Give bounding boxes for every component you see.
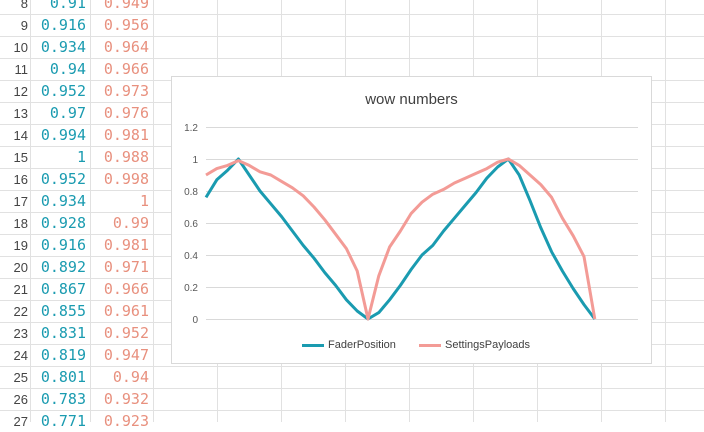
y-tick-label: 0.8 (184, 187, 198, 198)
row-header[interactable]: 9 (20, 17, 28, 33)
cell-fader[interactable]: 0.855 (40, 302, 86, 320)
cell-settings[interactable]: 0.971 (103, 258, 149, 276)
cell-fader[interactable]: 0.783 (40, 390, 86, 408)
row-header[interactable]: 11 (14, 61, 29, 77)
cell-fader[interactable]: 0.831 (40, 324, 86, 342)
legend-label-fader: FaderPosition (328, 339, 396, 351)
row-header[interactable]: 15 (13, 149, 28, 165)
row-header[interactable]: 20 (13, 259, 28, 275)
legend-label-settings: SettingsPayloads (445, 339, 530, 351)
y-tick-label: 0.4 (184, 251, 198, 262)
cell-fader[interactable]: 0.97 (49, 104, 86, 122)
cell-settings[interactable]: 0.988 (103, 148, 149, 166)
cell-settings[interactable]: 0.961 (103, 302, 149, 320)
row-header[interactable]: 14 (13, 127, 28, 143)
cell-fader[interactable]: 0.91 (49, 0, 86, 12)
row-header[interactable]: 26 (13, 391, 28, 407)
row-header[interactable]: 25 (13, 369, 28, 385)
row-header[interactable]: 19 (13, 237, 28, 253)
cell-settings[interactable]: 0.966 (103, 280, 149, 298)
chart-title: wow numbers (365, 91, 458, 108)
y-tick-label: 1 (192, 155, 198, 166)
row-header[interactable]: 22 (13, 303, 28, 319)
cell-settings[interactable]: 0.99 (112, 214, 149, 232)
cell-settings[interactable]: 0.964 (103, 38, 149, 56)
cell-fader[interactable]: 0.994 (40, 126, 86, 144)
cell-fader[interactable]: 0.867 (40, 280, 86, 298)
legend-swatch-settings (419, 343, 441, 347)
cell-fader[interactable]: 0.94 (49, 60, 86, 78)
cell-fader[interactable]: 0.801 (40, 368, 86, 386)
cell-fader[interactable]: 1 (76, 148, 86, 166)
cell-settings[interactable]: 0.94 (112, 368, 149, 386)
y-tick-label: 0 (192, 315, 198, 326)
chart[interactable]: wow numbers 0 0.2 0.4 0.6 0.8 1 1.2 FaderPosit… (171, 76, 652, 364)
y-tick-label: 0.6 (184, 219, 198, 230)
cell-settings[interactable]: 0.973 (103, 82, 149, 100)
cell-settings[interactable]: 0.952 (103, 324, 149, 342)
legend-swatch-fader (302, 343, 324, 347)
cell-settings[interactable]: 1 (139, 192, 149, 210)
cell-settings[interactable]: 0.981 (103, 126, 149, 144)
cell-settings[interactable]: 0.981 (103, 236, 149, 254)
cell-fader[interactable]: 0.916 (40, 16, 86, 34)
row-header[interactable]: 10 (13, 39, 28, 55)
row-header[interactable]: 27 (13, 413, 28, 429)
row-header[interactable]: 8 (20, 0, 28, 11)
cell-fader[interactable]: 0.771 (40, 412, 86, 430)
cell-settings[interactable]: 0.923 (103, 412, 149, 430)
cell-settings[interactable]: 0.947 (103, 346, 149, 364)
cell-fader[interactable]: 0.952 (40, 170, 86, 188)
cell-settings[interactable]: 0.932 (103, 390, 149, 408)
row-header[interactable]: 12 (13, 83, 28, 99)
y-tick-label: 0.2 (184, 283, 198, 294)
legend-item-settings: SettingsPayloads (419, 339, 530, 351)
row-header[interactable]: 21 (13, 281, 28, 297)
row-header[interactable]: 24 (13, 347, 28, 363)
chart-plot: 0 0.2 0.4 0.6 0.8 1 1.2 (184, 123, 638, 326)
row-header[interactable]: 17 (13, 193, 28, 209)
series-line-fader (204, 157, 596, 321)
cell-settings[interactable]: 0.966 (103, 60, 149, 78)
row-header[interactable]: 18 (13, 215, 28, 231)
row-header[interactable]: 16 (13, 171, 28, 187)
cell-settings[interactable]: 0.956 (103, 16, 149, 34)
row-header[interactable]: 13 (13, 105, 28, 121)
cell-fader[interactable]: 0.934 (40, 192, 86, 210)
cell-fader[interactable]: 0.952 (40, 82, 86, 100)
cell-fader[interactable]: 0.892 (40, 258, 86, 276)
cell-fader[interactable]: 0.928 (40, 214, 86, 232)
cell-settings[interactable]: 0.998 (103, 170, 149, 188)
legend-item-fader: FaderPosition (302, 339, 396, 351)
cell-fader[interactable]: 0.819 (40, 346, 86, 364)
cell-settings[interactable]: 0.976 (103, 104, 149, 122)
y-tick-label: 1.2 (184, 123, 198, 134)
cell-fader[interactable]: 0.934 (40, 38, 86, 56)
row-header[interactable]: 23 (13, 325, 28, 341)
cell-settings[interactable]: 0.949 (103, 0, 149, 12)
cell-fader[interactable]: 0.916 (40, 236, 86, 254)
series-line-settings (205, 157, 597, 321)
